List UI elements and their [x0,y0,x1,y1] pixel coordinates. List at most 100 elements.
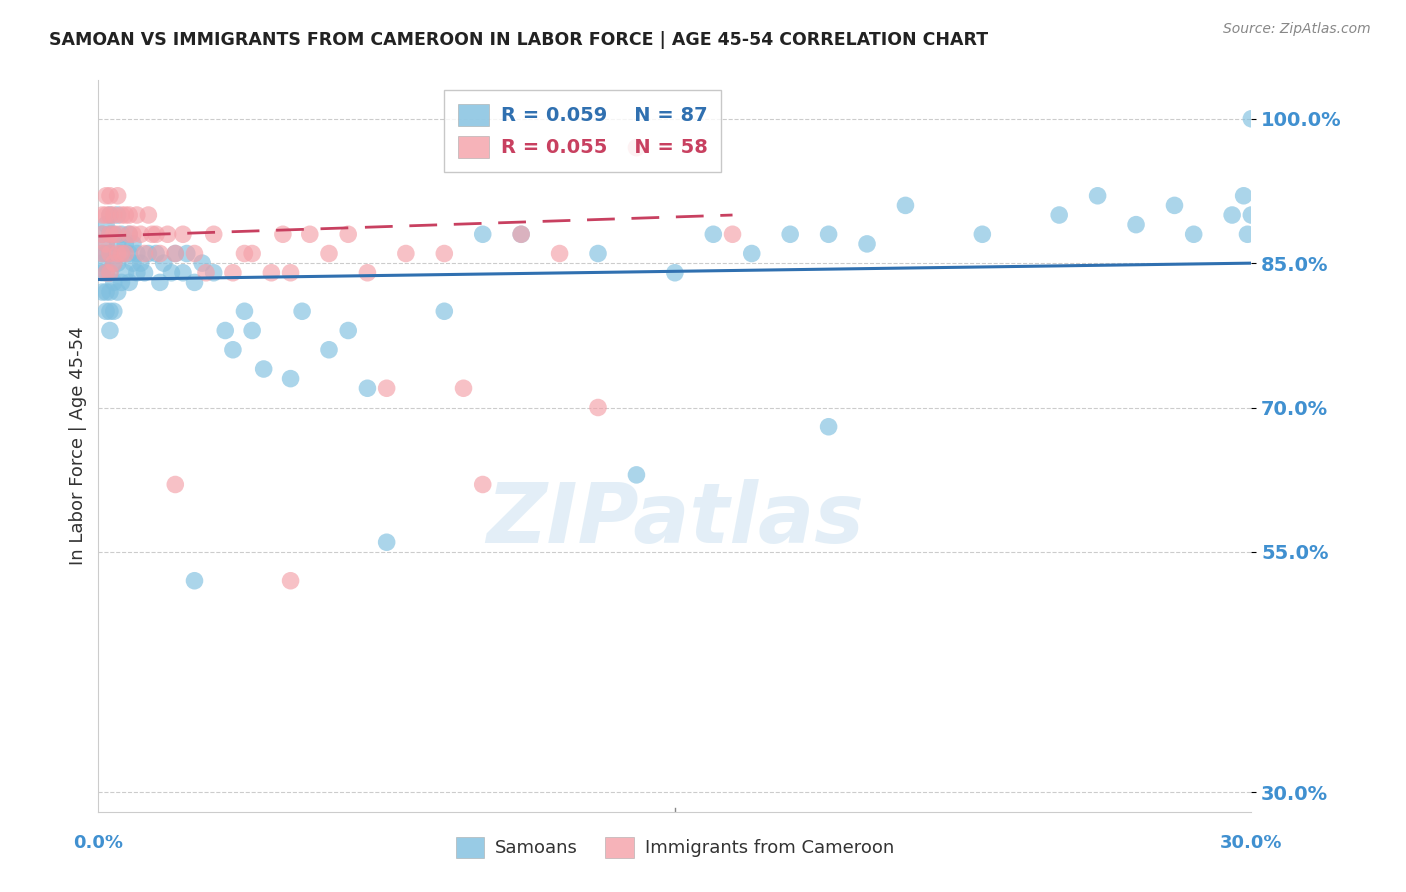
Point [129,227,152,242]
Point [152,256,174,270]
Point [202,266,225,280]
Point [260,266,283,280]
Point [721,227,744,242]
Point [149,276,172,290]
Point [94,246,117,260]
Point [98,208,121,222]
Point [98,227,121,242]
Point [202,227,225,242]
Point [160,266,183,280]
Point [91,227,114,242]
Point [176,246,198,260]
Text: 0.0%: 0.0% [73,834,124,852]
Point [291,304,314,318]
Point [118,227,141,242]
Point [141,227,163,242]
Point [98,246,121,260]
Point [183,574,205,588]
Point [107,236,129,251]
Point [91,256,114,270]
Point [586,246,609,260]
Point [134,266,156,280]
Point [94,236,117,251]
Point [817,419,839,434]
Point [94,208,117,222]
Point [779,227,801,242]
Point [98,188,121,202]
Text: SAMOAN VS IMMIGRANTS FROM CAMEROON IN LABOR FORCE | AGE 45-54 CORRELATION CHART: SAMOAN VS IMMIGRANTS FROM CAMEROON IN LA… [49,31,988,49]
Point [91,208,114,222]
Y-axis label: In Labor Force | Age 45-54: In Labor Force | Age 45-54 [69,326,87,566]
Point [1087,188,1109,202]
Point [125,208,148,222]
Point [138,208,160,222]
Point [172,266,194,280]
Point [91,246,114,260]
Point [114,236,136,251]
Point [98,304,121,318]
Point [972,227,994,242]
Point [91,285,114,299]
Point [191,256,214,270]
Point [138,246,160,260]
Point [107,227,129,242]
Point [375,381,398,395]
Point [214,324,236,338]
Point [107,188,129,202]
Point [98,208,121,222]
Point [1047,208,1070,222]
Point [240,324,263,338]
Point [91,227,114,242]
Point [894,198,917,212]
Text: 30.0%: 30.0% [1220,834,1282,852]
Point [98,266,121,280]
Point [94,236,117,251]
Point [107,208,129,222]
Point [195,266,218,280]
Point [702,227,724,242]
Point [98,324,121,338]
Text: Source: ZipAtlas.com: Source: ZipAtlas.com [1223,22,1371,37]
Point [1182,227,1205,242]
Point [233,246,256,260]
Point [280,371,302,385]
Point [271,227,294,242]
Point [222,343,245,357]
Point [118,208,141,222]
Point [433,246,456,260]
Point [433,304,456,318]
Text: ZIPatlas: ZIPatlas [486,479,863,559]
Point [134,246,156,260]
Point [103,276,125,290]
Point [1233,188,1256,202]
Point [453,381,475,395]
Point [125,246,148,260]
Point [586,401,609,415]
Point [1125,218,1147,232]
Point [1240,208,1263,222]
Point [98,227,121,242]
Point [664,266,686,280]
Point [1220,208,1243,222]
Point [233,304,256,318]
Point [741,246,763,260]
Point [817,227,839,242]
Legend: Samoans, Immigrants from Cameroon: Samoans, Immigrants from Cameroon [449,830,901,865]
Point [471,227,494,242]
Point [856,236,879,251]
Point [318,246,340,260]
Point [253,362,276,376]
Point [125,266,148,280]
Point [91,246,114,260]
Point [165,477,187,491]
Point [183,246,205,260]
Point [110,246,132,260]
Point [165,246,187,260]
Point [98,285,121,299]
Point [240,246,263,260]
Point [122,256,145,270]
Point [94,218,117,232]
Point [356,381,378,395]
Point [103,256,125,270]
Point [91,266,114,280]
